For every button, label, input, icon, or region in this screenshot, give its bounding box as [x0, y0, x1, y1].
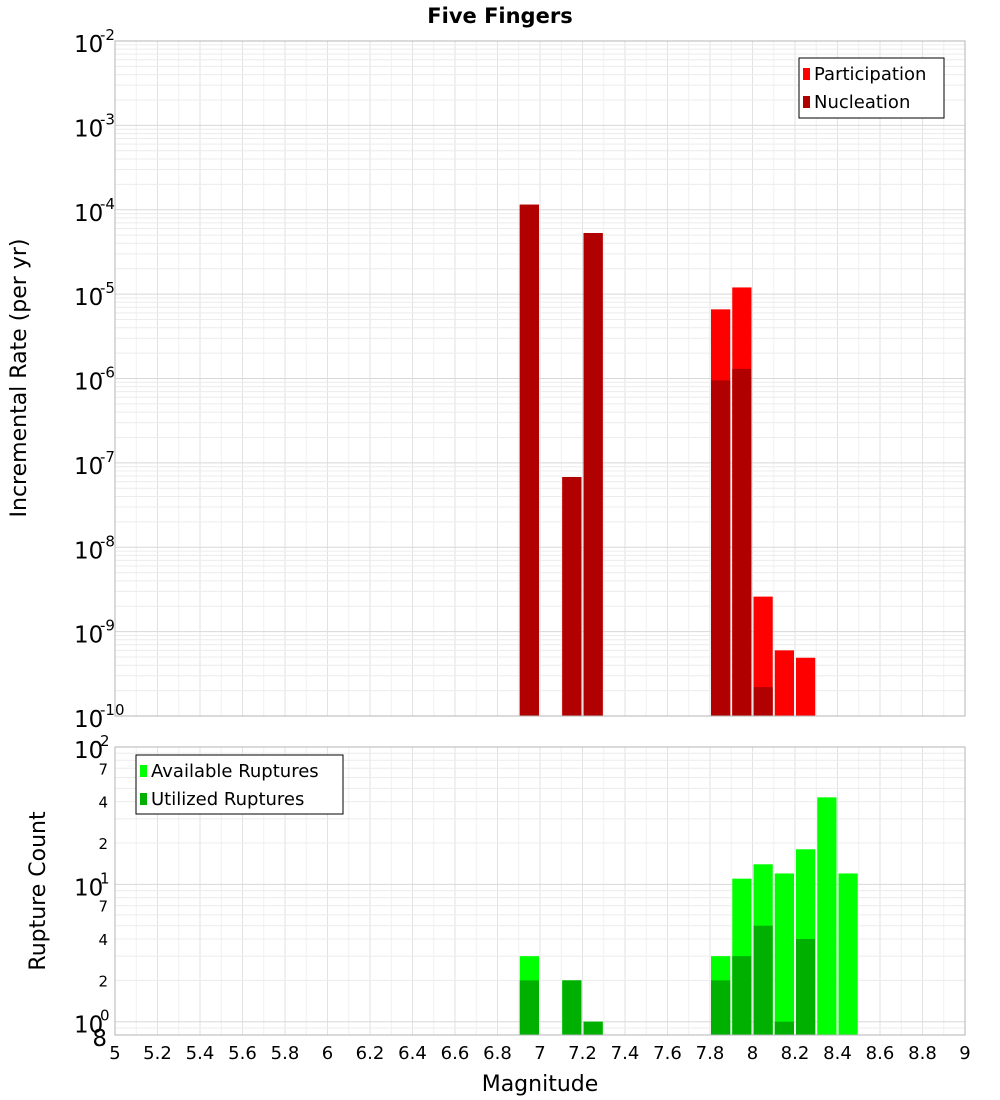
- x-tick-label: 5.8: [271, 1043, 300, 1064]
- top-bar-nucleation: [711, 380, 731, 716]
- bottom-legend-swatch: [140, 765, 147, 777]
- top-ytick-label: 10: [74, 285, 103, 311]
- top-ytick-label: 10: [74, 538, 103, 564]
- x-tick-label: 5.4: [186, 1043, 215, 1064]
- top-ytick-label: 10: [74, 370, 103, 396]
- top-ytick-exponent: -2: [100, 26, 115, 44]
- bottom-legend: Available Ruptures Utilized Ruptures: [135, 754, 344, 815]
- bottom-ytick-exponent: 2: [100, 732, 110, 750]
- x-tick-label: 8: [747, 1043, 758, 1064]
- bottom-ytick-minor-label: 2: [98, 972, 108, 990]
- top-ytick-label: 10: [74, 623, 103, 649]
- chart-title: Five Fingers: [427, 4, 572, 28]
- x-tick-label: 7.6: [653, 1043, 682, 1064]
- bottom-y-axis-label: Rupture Count: [26, 811, 51, 971]
- top-bar-nucleation: [519, 204, 539, 717]
- bottom-ytick-exponent: 0: [100, 1007, 110, 1025]
- bottom-legend-label: Available Ruptures: [151, 761, 319, 782]
- top-ytick-exponent: -6: [100, 364, 115, 382]
- bottom-ytick-minor-label: 2: [98, 835, 108, 853]
- x-tick-label: 7: [534, 1043, 545, 1064]
- x-tick-label: 9: [959, 1043, 970, 1064]
- top-legend-box: [798, 57, 945, 119]
- bottom-ytick-minor-label: 7: [98, 898, 108, 916]
- top-ytick-label: 10: [74, 116, 103, 142]
- top-ytick-exponent: -7: [100, 448, 115, 466]
- x-tick-label: 6: [322, 1043, 333, 1064]
- x-tick-label: 5.2: [143, 1043, 172, 1064]
- top-ytick-exponent: -5: [100, 279, 115, 297]
- bottom-bar-utilized-ruptures: [583, 1021, 603, 1035]
- top-ytick-exponent: -9: [100, 617, 115, 635]
- x-tick-label: 5.6: [228, 1043, 257, 1064]
- bottom-ytick-label: 10: [74, 738, 103, 764]
- top-bar-nucleation: [562, 477, 582, 716]
- top-ytick-exponent: -10: [100, 701, 125, 719]
- top-bar-nucleation: [583, 233, 603, 716]
- bottom-bar-available-ruptures: [774, 873, 794, 1035]
- top-bar-participation: [796, 657, 816, 716]
- x-tick-label: 5: [109, 1043, 120, 1064]
- top-legend-swatch: [803, 96, 810, 108]
- bottom-legend-swatch: [140, 793, 147, 805]
- bottom-ytick-label: 10: [74, 1013, 103, 1039]
- bottom-bar-utilized-ruptures: [711, 980, 731, 1035]
- top-ytick-label: 10: [74, 454, 103, 480]
- bottom-bar-utilized-ruptures: [562, 980, 582, 1035]
- x-tick-label: 6.4: [398, 1043, 427, 1064]
- bottom-ytick-label: 10: [74, 875, 103, 901]
- bottom-ytick-minor-label: 8: [92, 1026, 107, 1052]
- x-tick-label: 6.6: [441, 1043, 470, 1064]
- x-tick-label: 7.4: [611, 1043, 640, 1064]
- bottom-ytick-minor-label: 4: [98, 794, 108, 812]
- bottom-ytick-exponent: 1: [100, 869, 110, 887]
- top-ytick-label: 10: [74, 32, 103, 58]
- x-tick-label: 8.8: [908, 1043, 937, 1064]
- x-tick-label: 8.2: [781, 1043, 810, 1064]
- bottom-bars: [519, 797, 858, 1035]
- top-y-axis-label: Incremental Rate (per yr): [7, 239, 32, 518]
- bottom-bar-utilized-ruptures: [774, 1021, 794, 1035]
- x-tick-label: 8.4: [823, 1043, 852, 1064]
- bottom-bar-utilized-ruptures: [519, 980, 539, 1035]
- top-ytick-exponent: -4: [100, 195, 115, 213]
- bottom-legend-box: [135, 754, 344, 815]
- x-tick-label: 6.8: [483, 1043, 512, 1064]
- top-legend: Participation Nucleation: [798, 57, 945, 119]
- bottom-ytick-minor-label: 4: [98, 931, 108, 949]
- bottom-bar-available-ruptures: [838, 873, 858, 1035]
- top-ytick-label: 10: [74, 201, 103, 227]
- top-bar-nucleation: [732, 368, 752, 716]
- x-tick-label: 7.2: [568, 1043, 597, 1064]
- x-tick-label: 6.2: [356, 1043, 385, 1064]
- top-legend-label: Nucleation: [814, 92, 910, 113]
- bottom-bar-utilized-ruptures: [732, 956, 752, 1035]
- top-ytick-exponent: -8: [100, 532, 115, 550]
- top-bars: [519, 204, 816, 717]
- bottom-frame: [114, 746, 966, 1036]
- bottom-bar-utilized-ruptures: [796, 939, 816, 1035]
- bottom-bar-utilized-ruptures: [753, 925, 773, 1035]
- top-bar-participation: [774, 650, 794, 716]
- top-ytick-exponent: -3: [100, 110, 115, 128]
- x-axis-label: Magnitude: [482, 1072, 599, 1097]
- bottom-legend-label: Utilized Ruptures: [151, 789, 304, 810]
- bottom-bar-available-ruptures: [817, 797, 837, 1035]
- top-frame: [114, 40, 966, 717]
- bottom-ytick-minor-label: 7: [98, 760, 108, 778]
- top-ytick-label: 10: [74, 707, 103, 733]
- top-grid: [114, 40, 966, 717]
- top-bar-participation: [753, 596, 773, 716]
- x-tick-label: 8.6: [866, 1043, 895, 1064]
- top-legend-swatch: [803, 68, 810, 80]
- top-legend-label: Participation: [814, 64, 926, 85]
- top-bar-nucleation: [753, 687, 773, 716]
- x-tick-label: 7.8: [696, 1043, 725, 1064]
